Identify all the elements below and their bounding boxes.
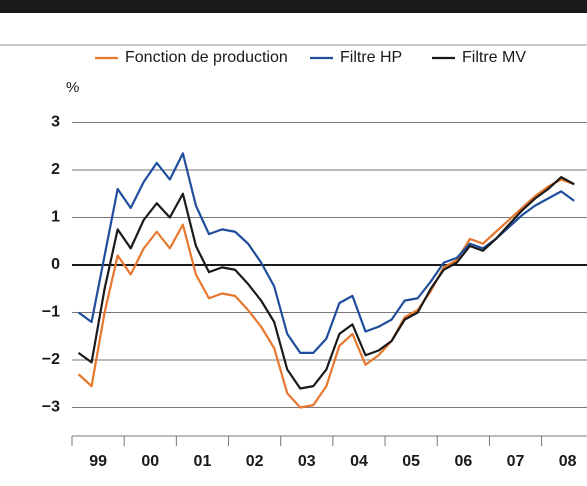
legend: Fonction de production Filtre HP Filtre MV <box>95 49 526 66</box>
x-tick-label: 05 <box>402 453 420 470</box>
x-tick-label: 06 <box>454 453 472 470</box>
y-tick-label: 2 <box>51 161 60 178</box>
legend-label: Fonction de production <box>125 49 288 66</box>
x-tick-label: 01 <box>194 453 212 470</box>
legend-label: Filtre HP <box>340 49 402 66</box>
header-bar <box>0 0 587 13</box>
y-tick-label: 1 <box>51 209 60 226</box>
legend-label: Filtre MV <box>462 49 526 66</box>
y-tick-label: 3 <box>51 114 60 131</box>
series-line <box>77 176 575 390</box>
y-tick-label: −3 <box>42 399 60 416</box>
y-unit: % <box>66 79 79 96</box>
y-tick-label: −2 <box>42 351 60 368</box>
series-line <box>77 152 575 354</box>
y-tick-label: −1 <box>42 304 60 321</box>
x-tick-label: 08 <box>559 453 577 470</box>
y-tick-label: 0 <box>51 256 60 273</box>
x-tick-label: 03 <box>298 453 316 470</box>
x-tick-label: 99 <box>89 453 107 470</box>
x-tick-label: 07 <box>507 453 525 470</box>
x-tick-label: 02 <box>246 453 264 470</box>
series-line <box>77 178 575 409</box>
x-tick-label: 00 <box>141 453 159 470</box>
x-tick-label: 04 <box>350 453 368 470</box>
